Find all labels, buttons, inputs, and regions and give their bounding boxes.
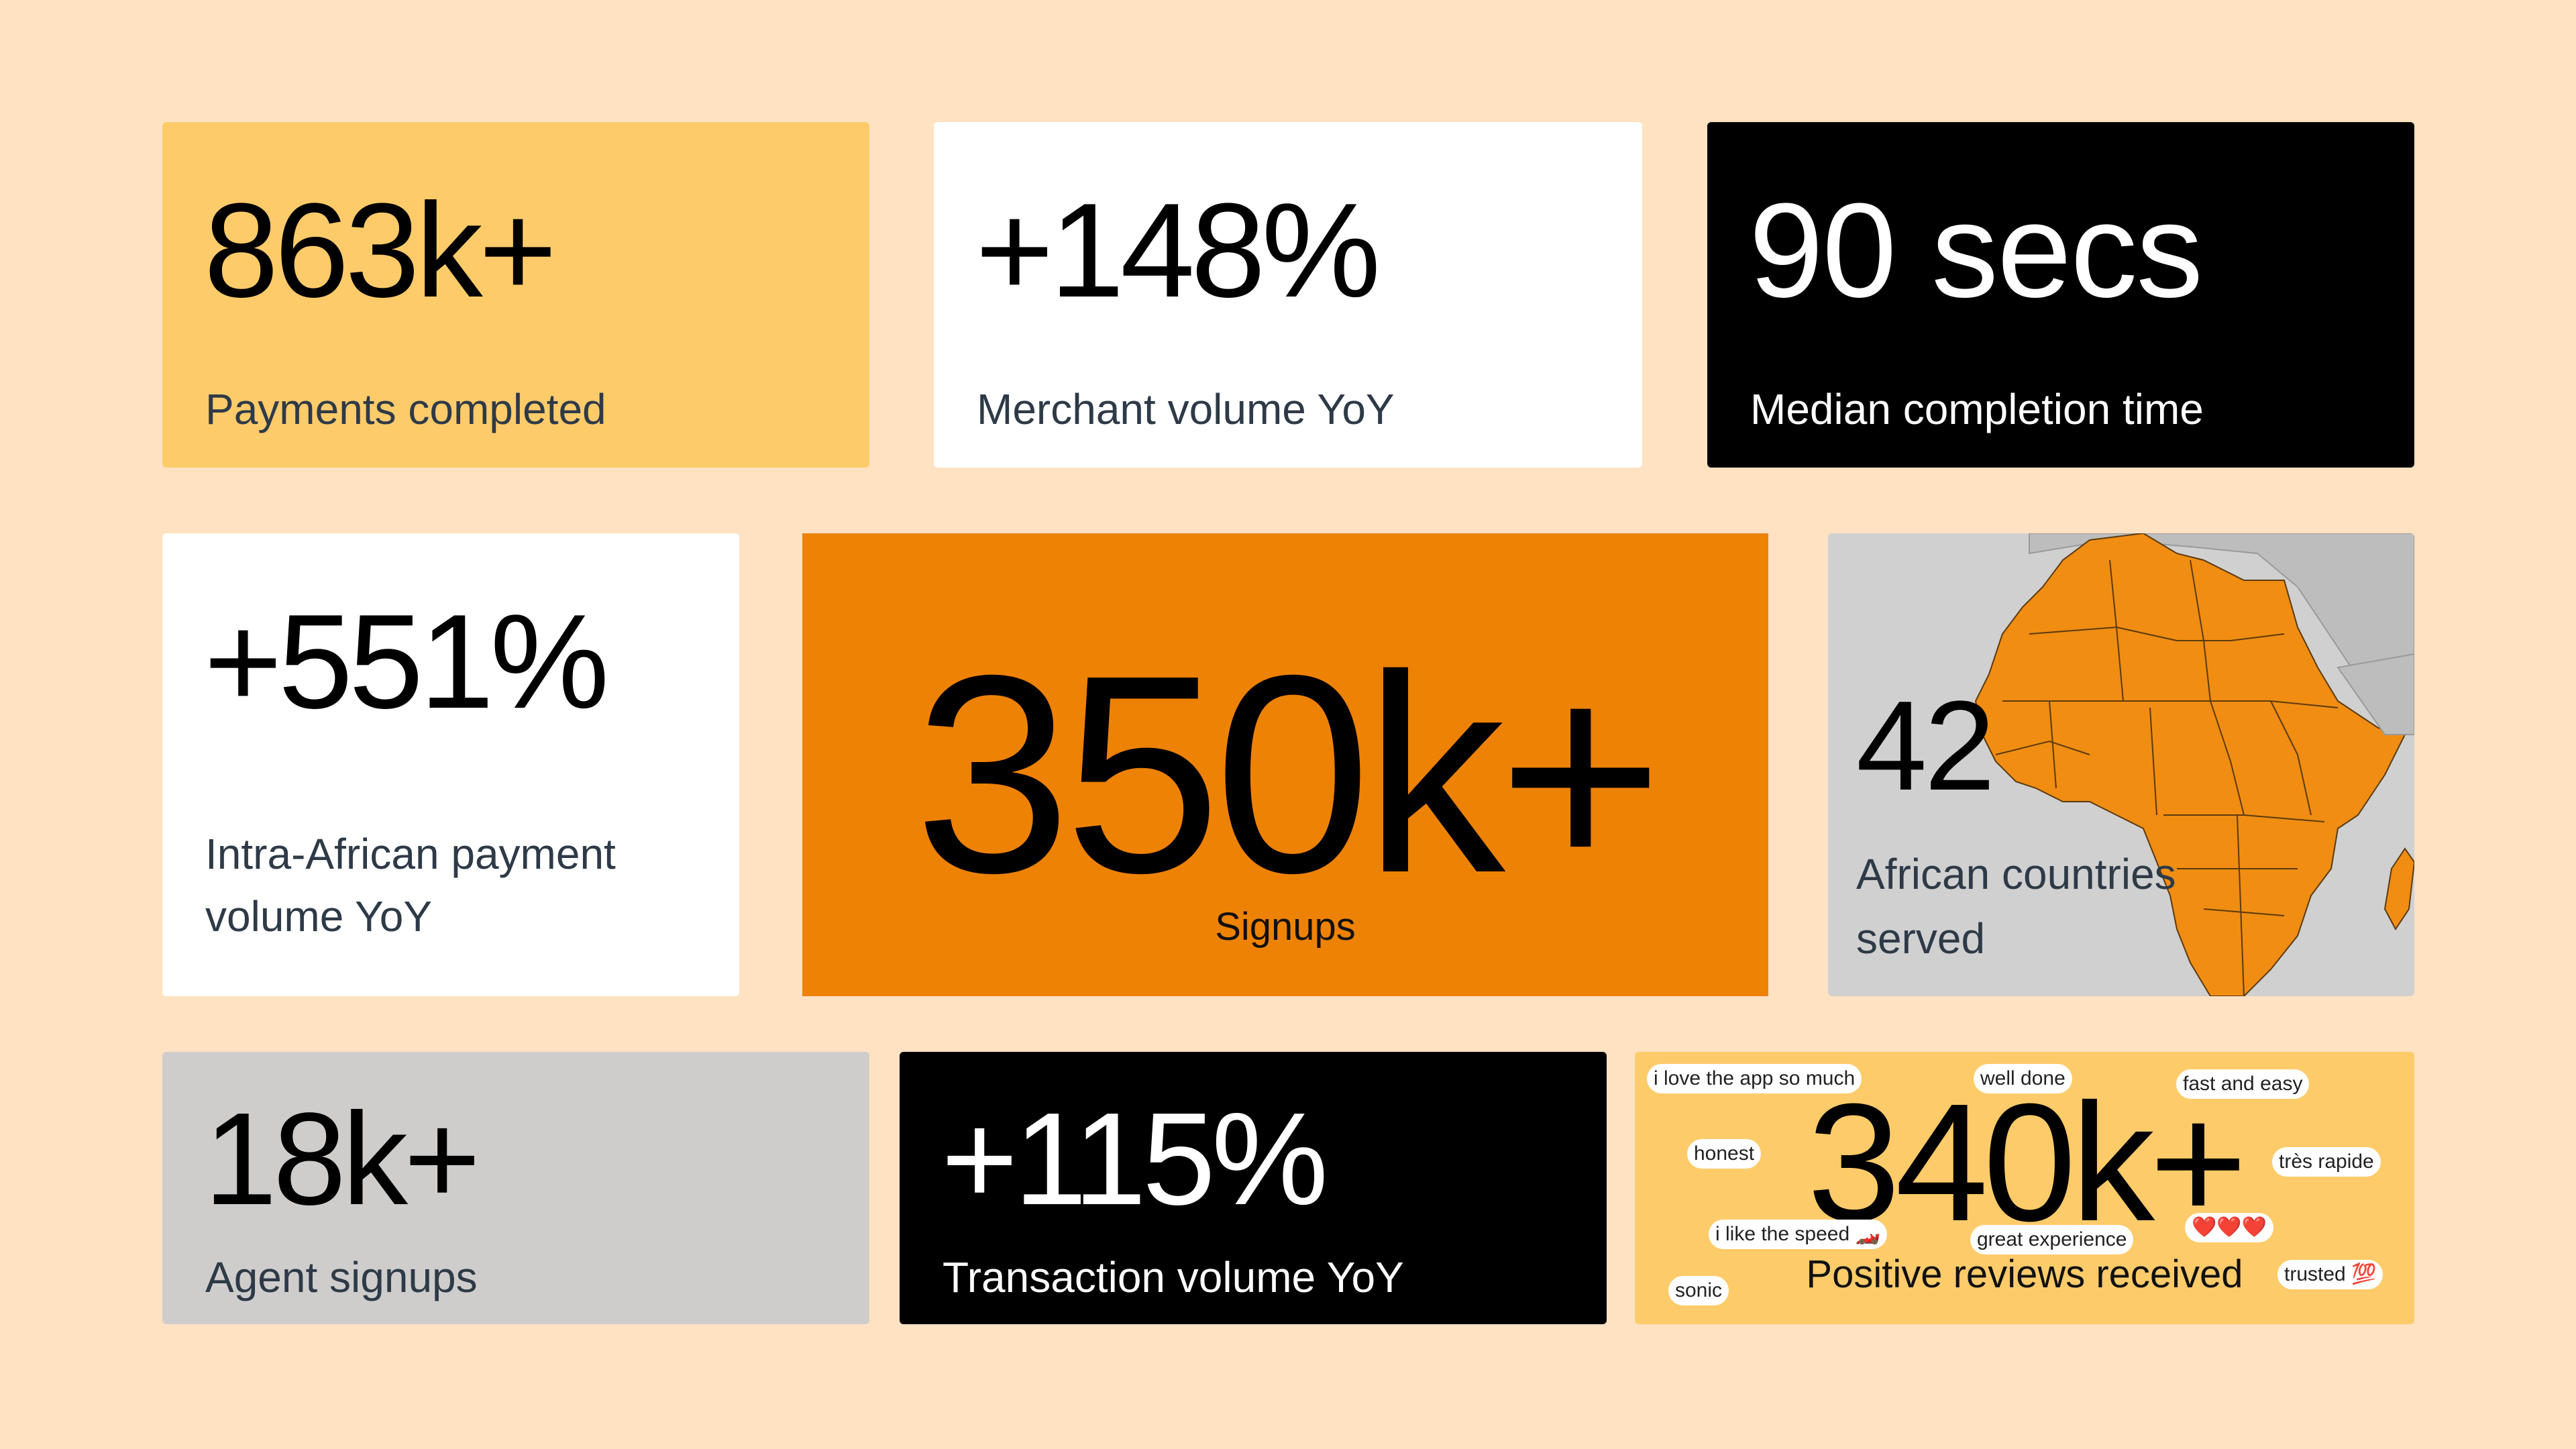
- review-tag: très rapide: [2272, 1147, 2381, 1177]
- median-completion-card: 90 secs Median completion time: [1707, 122, 2414, 468]
- review-tag: well done: [1974, 1064, 2072, 1093]
- positive-reviews-value: 340k+: [1807, 1069, 2247, 1256]
- agent-signups-label: Agent signups: [205, 1253, 478, 1301]
- review-tag: honest: [1687, 1139, 1762, 1169]
- median-completion-label: Median completion time: [1750, 385, 2204, 433]
- intra-african-label-line2: volume YoY: [205, 892, 433, 941]
- signups-value: 350k+: [914, 617, 1663, 932]
- intra-african-label-line1: Intra-African payment: [205, 830, 616, 878]
- african-countries-value: 42: [1856, 675, 1995, 817]
- payments-completed-label: Payments completed: [205, 385, 606, 433]
- review-tag: great experience: [1970, 1225, 2134, 1254]
- review-tag: i like the speed 🏎️: [1709, 1220, 1887, 1249]
- agent-signups-value: 18k+: [204, 1085, 480, 1232]
- positive-reviews-label: Positive reviews received: [1806, 1252, 2243, 1296]
- intra-african-volume-value: +551%: [204, 587, 609, 737]
- african-countries-card: 42 African countries served: [1828, 533, 2414, 996]
- africa-map-icon: [1974, 533, 2414, 996]
- payments-completed-card: 863k+ Payments completed: [162, 122, 869, 468]
- review-tag: fast and easy: [2176, 1069, 2310, 1099]
- transaction-volume-label: Transaction volume YoY: [943, 1253, 1404, 1301]
- intra-african-volume-card: +551% Intra-African payment volume YoY: [162, 533, 739, 996]
- signups-label: Signups: [1215, 905, 1356, 949]
- merchant-volume-value: +148%: [975, 176, 1381, 325]
- positive-reviews-card: 340k+ Positive reviews received i love t…: [1635, 1052, 2414, 1324]
- africa-shape: [1974, 533, 2406, 996]
- intra-african-volume-label: Intra-African payment volume YoY: [205, 823, 616, 948]
- agent-signups-card: 18k+ Agent signups: [162, 1052, 869, 1324]
- payments-completed-value: 863k+: [204, 176, 557, 325]
- transaction-volume-value: +115%: [941, 1085, 1328, 1232]
- signups-card: 350k+ Signups: [802, 533, 1768, 996]
- review-tag: trusted 💯: [2277, 1260, 2383, 1289]
- merchant-volume-label: Merchant volume YoY: [977, 385, 1395, 433]
- african-countries-label: African countries served: [1856, 850, 2176, 963]
- review-tag: sonic: [1668, 1276, 1729, 1305]
- transaction-volume-card: +115% Transaction volume YoY: [900, 1052, 1607, 1324]
- review-tag: i love the app so much: [1647, 1064, 1862, 1093]
- merchant-volume-card: +148% Merchant volume YoY: [934, 122, 1642, 468]
- median-completion-value: 90 secs: [1749, 176, 2203, 325]
- review-tag: ❤️❤️❤️: [2185, 1213, 2274, 1242]
